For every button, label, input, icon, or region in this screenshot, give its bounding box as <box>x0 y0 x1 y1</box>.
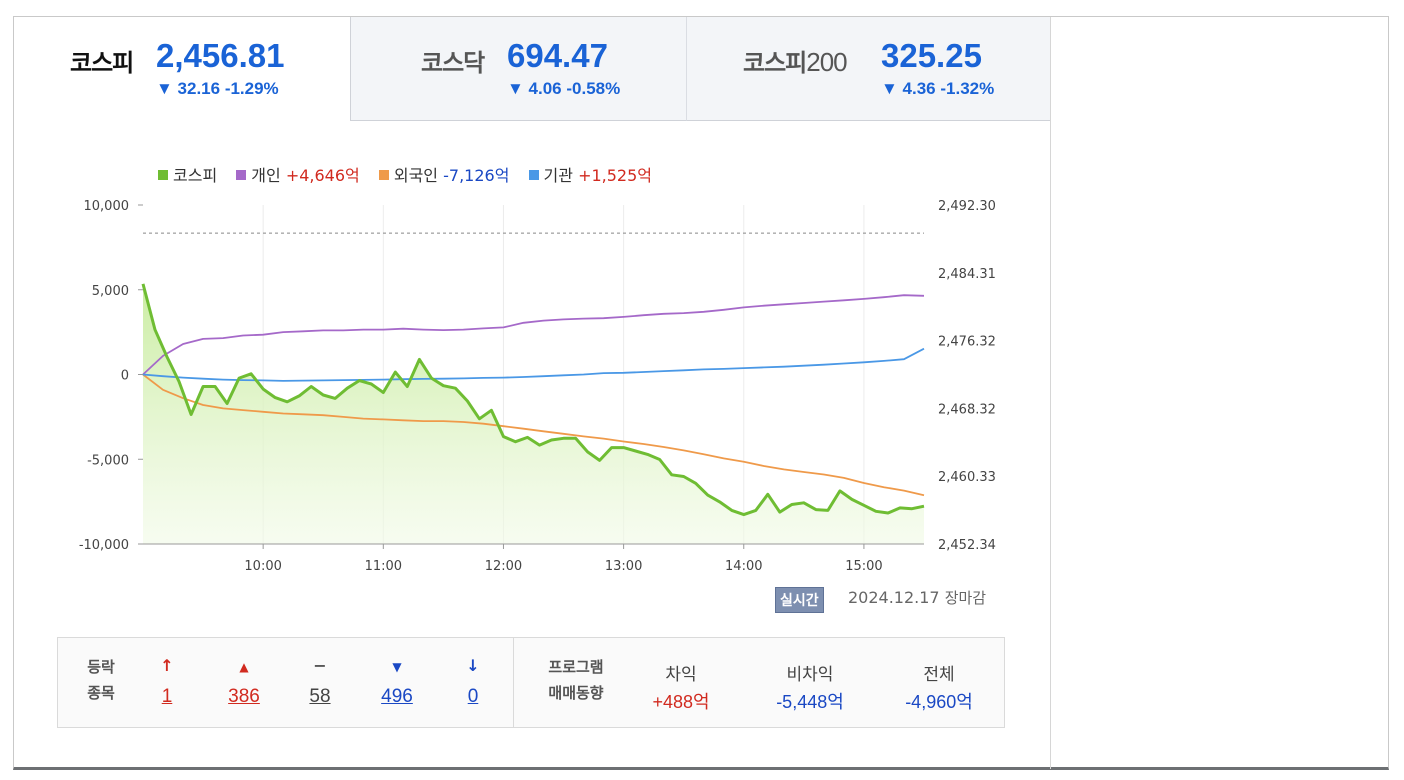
up-icon: ▲ <box>239 660 249 674</box>
tab-kospi[interactable]: 코스피 2,456.81 ▼ 32.16 -1.29% <box>14 17 351 121</box>
x-tick-label: 13:00 <box>605 559 642 574</box>
tab-kospi200-value: 325.25 <box>881 37 982 74</box>
legend-individual-swatch <box>236 170 247 180</box>
market-summary-bar: 등락 종목 ↑ 1 ▲ 386 − 58 ▼ 496 ↓ 0 프로그램 매매동향… <box>57 637 1005 728</box>
upper-limit-count[interactable]: 1 <box>161 686 173 707</box>
chart-series-group <box>141 283 925 517</box>
tab-kospi200-name: 코스피200 <box>743 43 848 78</box>
legend-foreign-swatch <box>378 170 389 180</box>
right-tick-label: 2,452.34 <box>938 538 996 553</box>
tab-kospi200[interactable]: 코스피200 325.25 ▼ 4.36 -1.32% <box>687 17 1050 121</box>
realtime-badge: 실시간 <box>775 587 824 613</box>
x-tick-label: 15:00 <box>845 559 882 574</box>
legend-kospi-label: 코스피 <box>173 166 218 185</box>
summary-divider <box>513 638 514 727</box>
tab-kospi-value: 2,456.81 <box>156 37 285 74</box>
flat-count[interactable]: 58 <box>309 686 331 707</box>
upper-limit-icon: ↑ <box>160 656 174 675</box>
widget-frame <box>13 16 1389 770</box>
right-tick-label: 2,476.32 <box>938 335 996 350</box>
non-arbitrage-label: 비차익 <box>786 665 834 685</box>
legend-foreign[interactable]: 외국인 -7,126억 <box>378 162 510 186</box>
kospi-area-group <box>143 283 924 544</box>
legend-institution-swatch <box>528 170 539 180</box>
advance-decline-label: 등락 종목 <box>76 654 126 706</box>
lower-limit-count[interactable]: 0 <box>467 686 479 707</box>
legend-individual-label: 개인 <box>251 166 281 185</box>
foreign-line <box>142 373 925 497</box>
advance-decline-label-line2: 종목 <box>87 684 115 702</box>
program-label: 프로그램 매매동향 <box>536 654 616 706</box>
tab-kosdaq-change: ▼ 4.06 -0.58% <box>507 79 621 98</box>
right-tick-label: 2,484.31 <box>938 267 996 282</box>
tab-kosdaq-value: 694.47 <box>507 37 608 74</box>
tab-kosdaq-name: 코스닥 <box>421 49 485 77</box>
up-count[interactable]: 386 <box>228 686 260 707</box>
legend-institution[interactable]: 기관 +1,525억 <box>528 162 652 186</box>
program-label-line1: 프로그램 <box>548 658 604 676</box>
market-state: 장마감 <box>944 589 987 607</box>
legend-institution-value: +1,525억 <box>578 166 652 185</box>
left-tick-label: 0 <box>121 369 129 384</box>
legend-individual[interactable]: 개인 +4,646억 <box>236 162 360 186</box>
x-tick-label: 10:00 <box>244 559 281 574</box>
tab-kospi200-name-text: 코스피 <box>743 49 807 77</box>
legend-institution-label: 기관 <box>543 166 573 185</box>
tab-kosdaq[interactable]: 코스닥 694.47 ▼ 4.06 -0.58% <box>351 17 687 121</box>
advance-decline-label-line1: 등락 <box>87 658 115 676</box>
legend-foreign-value: -7,126억 <box>443 166 510 185</box>
x-tick-label: 14:00 <box>725 559 762 574</box>
left-tick-label: -5,000 <box>87 453 129 468</box>
index-panel: 코스피 2,456.81 ▼ 32.16 -1.29% 코스닥 694.47 ▼… <box>14 17 1051 769</box>
legend-kospi[interactable]: 코스피 <box>158 162 217 186</box>
total-value: -4,960억 <box>905 692 973 712</box>
left-tick-label: 5,000 <box>92 284 129 299</box>
tab-kospi200-change: ▼ 4.36 -1.32% <box>881 79 995 98</box>
arbitrage-value: +488억 <box>652 692 710 712</box>
status-date-value: 2024.12.17 <box>848 588 940 607</box>
chart-axes: 10:00 11:00 12:00 13:00 14:00 15:00 10,000 5,00… <box>79 199 996 574</box>
x-tick-label: 12:00 <box>485 559 522 574</box>
institution-line <box>142 347 925 382</box>
status-date: 2024.12.17 장마감 <box>848 587 986 608</box>
tab-kospi-name: 코스피 <box>70 49 134 77</box>
legend-kospi-swatch <box>158 170 168 180</box>
left-tick-label: -10,000 <box>79 538 129 553</box>
legend-foreign-label: 외국인 <box>393 166 439 185</box>
right-tick-label: 2,492.30 <box>938 199 996 214</box>
kospi-investor-chart[interactable]: 10:00 11:00 12:00 13:00 14:00 15:00 10,000 5,00… <box>0 0 1050 600</box>
left-tick-label: 10,000 <box>84 199 130 214</box>
x-tick-label: 11:00 <box>365 559 402 574</box>
lower-limit-icon: ↓ <box>466 656 480 675</box>
right-tick-label: 2,468.32 <box>938 402 996 417</box>
kospi-line <box>141 283 925 517</box>
tab-kospi200-name-suffix: 200 <box>806 47 847 77</box>
kospi-area <box>143 283 924 544</box>
flat-icon: − <box>313 656 327 675</box>
program-label-line2: 매매동향 <box>548 684 604 702</box>
total-label: 전체 <box>923 665 955 685</box>
chart-legend: 코스피 개인 +4,646억 외국인 -7,126억 기관 +1,525억 <box>158 162 666 186</box>
individual-line <box>142 294 925 376</box>
down-count[interactable]: 496 <box>381 686 413 707</box>
tab-kospi-change: ▼ 32.16 -1.29% <box>156 79 279 98</box>
legend-individual-value: +4,646억 <box>285 166 360 185</box>
right-tick-label: 2,460.33 <box>938 470 996 485</box>
non-arbitrage-value: -5,448억 <box>776 692 844 712</box>
arbitrage-label: 차익 <box>665 665 697 685</box>
down-icon: ▼ <box>392 660 402 674</box>
